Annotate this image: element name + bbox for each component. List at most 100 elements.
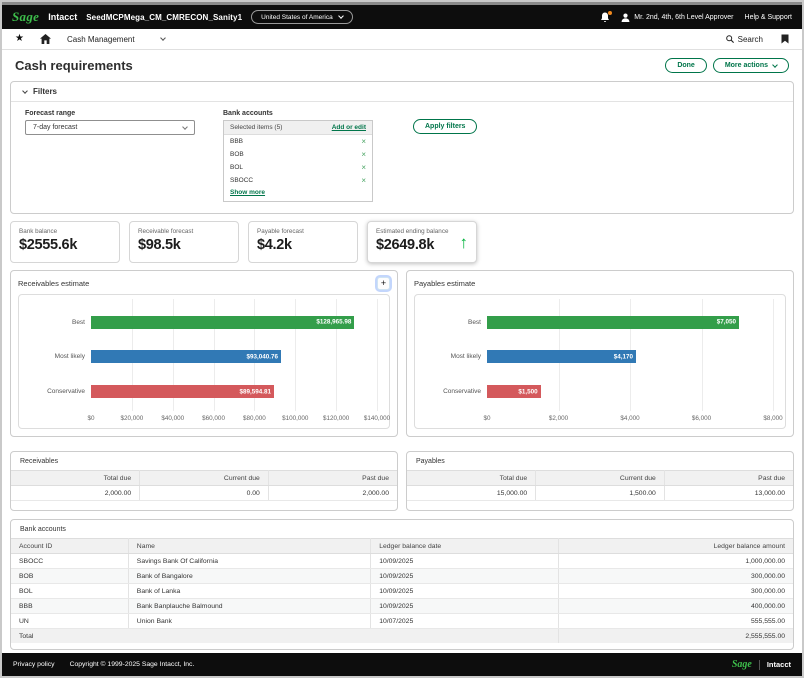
sage-logo: Sage: [12, 9, 40, 24]
footer-bar: Privacy policy Copyright © 1999-2025 Sag…: [2, 653, 802, 676]
table-cell: 10/09/2025: [370, 598, 559, 614]
x-axis-tick: $40,000: [161, 415, 185, 422]
selected-items-count: Selected items (5): [230, 124, 283, 131]
column-header: Total due: [11, 470, 141, 486]
payables-estimate-chart: Best $7,050 Most likely $4,170 Conservative $…: [421, 299, 783, 424]
receivables-table-panel: Receivables Total due Current due Past d…: [10, 451, 398, 511]
bar[interactable]: $1,500: [487, 385, 541, 399]
bank-account-name: SBOCC: [230, 177, 254, 184]
column-header: Current due: [535, 470, 665, 486]
table-row: 2,000.00 0.00 2,000.00: [11, 485, 397, 501]
table-row: SBOCC Savings Bank Of California 10/09/202…: [11, 553, 793, 569]
bank-accounts-field: Bank accounts Selected items (5) Add or …: [223, 110, 373, 202]
home-icon[interactable]: [39, 34, 51, 44]
summary-tables-row: Receivables Total due Current due Past d…: [10, 451, 794, 511]
help-support-link[interactable]: Help & Support: [744, 13, 792, 21]
forecast-range-label: Forecast range: [25, 110, 76, 117]
table-cell: 400,000.00: [558, 598, 793, 614]
bookmark-icon[interactable]: [781, 34, 789, 44]
x-axis-tick: $0: [483, 415, 491, 422]
bar[interactable]: $89,594.81: [91, 385, 275, 399]
done-button[interactable]: Done: [665, 58, 707, 73]
gridline: [295, 299, 297, 411]
remove-item-icon[interactable]: ×: [361, 149, 366, 159]
table-cell: 15,000.00: [407, 485, 537, 501]
user-name: Mr. 2nd, 4th, 6th Level Approver: [634, 13, 734, 21]
total-label: Total: [11, 628, 559, 643]
user-menu[interactable]: Mr. 2nd, 4th, 6th Level Approver: [621, 13, 734, 22]
bar[interactable]: $7,050: [487, 315, 740, 329]
table-cell: 10/09/2025: [370, 568, 559, 584]
entity-selector[interactable]: United States of America: [251, 10, 353, 24]
privacy-policy-link[interactable]: Privacy policy: [13, 661, 55, 668]
search-button[interactable]: Search: [725, 35, 763, 44]
add-or-edit-link[interactable]: Add or edit: [331, 124, 366, 131]
table-cell: UN: [11, 613, 129, 629]
bar-value-label: $128,965.98: [316, 318, 352, 326]
selected-items-list: BBB × BOB × BOL × SBOCC ×: [224, 135, 372, 187]
bar-track: $93,040.76: [91, 350, 377, 364]
kpi-value: $2555.6k: [19, 237, 78, 253]
payables-table-panel: Payables Total due Current due Past due …: [406, 451, 794, 511]
bar[interactable]: $128,965.98: [91, 315, 355, 329]
more-actions-button[interactable]: More actions: [712, 58, 789, 73]
column-header: Name: [128, 538, 372, 554]
apply-filters-wrap: Apply filters: [413, 110, 478, 134]
table-cell: 0.00: [139, 485, 269, 501]
person-icon: [621, 13, 630, 22]
table-cell: Bank Banplauche Balmound: [128, 598, 372, 614]
favorites-star-icon[interactable]: ★: [15, 33, 24, 44]
x-axis-tick: $120,000: [323, 415, 350, 422]
forecast-range-select[interactable]: 7-day forecast: [25, 120, 195, 135]
filters-title: Filters: [33, 87, 58, 96]
remove-item-icon[interactable]: ×: [361, 162, 366, 172]
chart-box: Best $128,965.98 Most likely $93,040.76 Cons…: [18, 294, 390, 429]
module-selector[interactable]: Cash Management: [67, 35, 166, 44]
bar-row: Conservative $1,500: [421, 385, 779, 399]
expand-chart-button[interactable]: +: [377, 276, 390, 290]
page-header: Cash requirements Done More actions: [2, 50, 802, 79]
notification-badge: [607, 10, 613, 15]
topbar-right-group: Mr. 2nd, 4th, 6th Level Approver Help & …: [600, 10, 792, 23]
filters-collapse-toggle[interactable]: Filters: [11, 82, 793, 102]
bank-accounts-table: Account ID Name Ledger balance date Ledg…: [11, 538, 793, 643]
apply-filters-button[interactable]: Apply filters: [413, 119, 478, 134]
column-header: Past due: [664, 470, 793, 486]
intacct-wordmark: Intacct: [766, 660, 791, 669]
x-axis-tick: $6,000: [691, 415, 712, 422]
bar-row: Most likely $93,040.76: [25, 350, 383, 364]
bar-value-label: $7,050: [716, 318, 737, 326]
bar-track: $89,594.81: [91, 385, 377, 399]
table-cell: Bank of Bangalore: [128, 568, 372, 584]
table-cell: Union Bank: [128, 613, 372, 629]
bar[interactable]: $4,170: [487, 350, 637, 364]
remove-item-icon[interactable]: ×: [361, 136, 366, 146]
bar-value-label: $1,500: [518, 388, 538, 396]
kpi-texts: Estimated ending balance $2649.8k: [376, 228, 448, 253]
x-axis-tick: $60,000: [202, 415, 225, 422]
remove-item-icon[interactable]: ×: [361, 175, 366, 185]
show-more-link[interactable]: Show more: [230, 189, 266, 196]
table-cell: 2,000.00: [11, 485, 141, 501]
done-button-label: Done: [677, 62, 695, 69]
table-cell: 555,555.00: [558, 613, 793, 629]
charts-row: Receivables estimate + Best $128,965.98 Mo…: [10, 270, 794, 437]
x-axis-tick: $2,000: [548, 415, 569, 422]
bar-track: $7,050: [487, 315, 773, 329]
top-app-bar: Sage Intacct SeedMCPMega_CM_CMRECON_Sani…: [2, 5, 802, 29]
x-axis-tick: $140,000: [363, 415, 391, 422]
intacct-wordmark: Intacct: [48, 12, 78, 22]
chevron-down-icon: [182, 123, 188, 130]
notifications-button[interactable]: [600, 10, 613, 23]
show-more-row: Show more: [224, 187, 372, 201]
bar[interactable]: $93,040.76: [91, 350, 282, 364]
kpi-cards-row: Bank balance $2555.6k Receivable forecas…: [10, 221, 794, 263]
bar-value-label: $89,594.81: [239, 388, 272, 396]
column-header: Ledger balance date: [370, 538, 559, 554]
trend-up-arrow-icon: ↑: [459, 233, 469, 252]
category-label: Best: [467, 318, 481, 326]
kpi-value: $2649.8k: [376, 237, 435, 253]
table-cell: BOL: [11, 583, 129, 599]
navbar-right-group: Search: [725, 34, 789, 44]
payables-estimate-panel: Payables estimate Best $7,050 Most likely $…: [406, 270, 794, 437]
